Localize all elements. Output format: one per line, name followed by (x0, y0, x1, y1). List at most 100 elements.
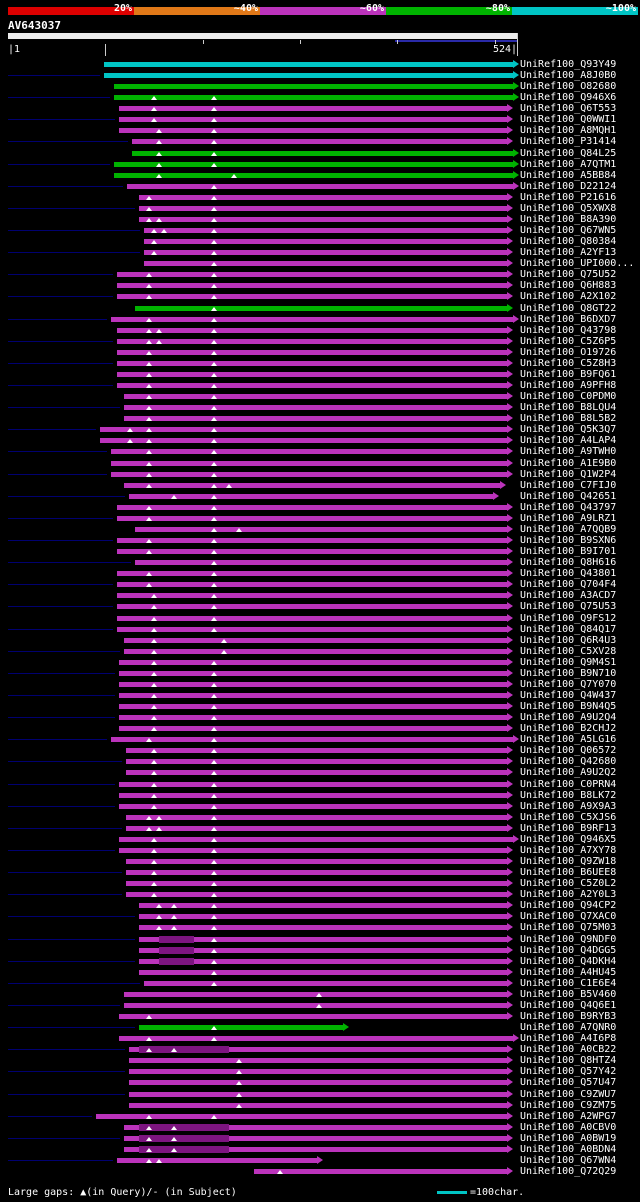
hit-bar[interactable] (118, 681, 508, 687)
hit-label[interactable]: UniRef100_A5BB84 (520, 169, 617, 181)
hit-label[interactable]: UniRef100_A9X9A3 (520, 800, 617, 812)
hit-label[interactable]: UniRef100_C9ZWU7 (520, 1088, 617, 1100)
hit-label[interactable]: UniRef100_Q4W437 (520, 689, 617, 701)
hit-bar[interactable] (123, 482, 501, 488)
hit-bar[interactable] (117, 360, 508, 366)
hit-bar[interactable] (118, 692, 508, 698)
hit-bar[interactable] (125, 870, 508, 876)
hit-bar[interactable] (139, 205, 508, 211)
hit-label[interactable]: UniRef100_B8L5B2 (520, 413, 617, 425)
hit-bar[interactable] (117, 294, 508, 300)
hit-label[interactable]: UniRef100_B9FQ61 (520, 368, 617, 380)
hit-label[interactable]: UniRef100_Q7Y070 (520, 678, 617, 690)
hit-label[interactable]: UniRef100_A8J0B0 (520, 70, 617, 82)
hit-bar[interactable] (117, 338, 508, 344)
hit-label[interactable]: UniRef100_A7QQB9 (520, 523, 617, 535)
hit-bar[interactable] (99, 438, 508, 444)
hit-label[interactable]: UniRef100_Q0WWI1 (520, 114, 617, 126)
hit-bar[interactable] (123, 991, 508, 997)
hit-bar[interactable] (117, 593, 508, 599)
hit-bar[interactable] (118, 1036, 513, 1042)
hit-bar[interactable] (114, 84, 513, 90)
hit-label[interactable]: UniRef100_C0PDM0 (520, 391, 617, 403)
hit-label[interactable]: UniRef100_Q4DKH4 (520, 955, 617, 967)
hit-bar[interactable] (125, 748, 508, 754)
hit-label[interactable]: UniRef100_A3ACD7 (520, 590, 617, 602)
hit-label[interactable]: UniRef100_Q4DGG5 (520, 944, 617, 956)
hit-bar[interactable] (99, 427, 508, 433)
hit-label[interactable]: UniRef100_Q80384 (520, 236, 617, 248)
hit-label[interactable]: UniRef100_C5XJS6 (520, 811, 617, 823)
hit-bar[interactable] (254, 1169, 508, 1174)
hit-label[interactable]: UniRef100_O82680 (520, 81, 617, 93)
hit-label[interactable]: UniRef100_B9I701 (520, 546, 617, 558)
hit-bar[interactable] (125, 825, 508, 831)
hit-label[interactable]: UniRef100_C5Z0L2 (520, 878, 617, 890)
hit-bar[interactable] (104, 62, 513, 67)
hit-bar[interactable] (114, 95, 513, 101)
hit-label[interactable]: UniRef100_Q94CP2 (520, 900, 617, 912)
hit-bar[interactable] (139, 914, 508, 920)
hit-bar[interactable] (118, 792, 508, 798)
hit-bar[interactable] (117, 515, 508, 521)
hit-label[interactable]: UniRef100_Q75U53 (520, 601, 617, 613)
hit-bar[interactable] (128, 1058, 508, 1064)
hit-label[interactable]: UniRef100_B9N4Q5 (520, 701, 617, 713)
hit-bar[interactable] (111, 460, 508, 466)
hit-bar[interactable] (123, 1135, 508, 1141)
hit-label[interactable]: UniRef100_Q4Q6E1 (520, 999, 617, 1011)
hit-bar[interactable] (95, 1113, 508, 1119)
hit-label[interactable]: UniRef100_Q75U52 (520, 269, 617, 281)
hit-bar[interactable] (144, 250, 508, 256)
hit-bar[interactable] (123, 416, 508, 422)
hit-label[interactable]: UniRef100_C7FIJ0 (520, 479, 617, 491)
hit-bar[interactable] (128, 1091, 508, 1097)
hit-label[interactable]: UniRef100_Q6H883 (520, 280, 617, 292)
hit-bar[interactable] (117, 272, 508, 278)
hit-label[interactable]: UniRef100_A0BDN4 (520, 1143, 617, 1155)
hit-bar[interactable] (144, 980, 508, 986)
hit-label[interactable]: UniRef100_Q84Q17 (520, 623, 617, 635)
hit-bar[interactable] (125, 814, 508, 820)
hit-bar[interactable] (117, 604, 508, 610)
hit-label[interactable]: UniRef100_B9SXN6 (520, 535, 617, 546)
hit-label[interactable]: UniRef100_Q57Y42 (520, 1066, 617, 1078)
hit-label[interactable]: UniRef100_C5Z6P5 (520, 335, 617, 347)
hit-label[interactable]: UniRef100_D22124 (520, 180, 617, 192)
hit-label[interactable]: UniRef100_Q704F4 (520, 579, 617, 591)
hit-label[interactable]: UniRef100_A1E9B0 (520, 457, 617, 469)
hit-label[interactable]: UniRef100_A2X102 (520, 291, 617, 303)
hit-label[interactable]: UniRef100_Q43797 (520, 501, 617, 513)
hit-bar[interactable] (139, 958, 508, 964)
hit-bar[interactable] (125, 859, 508, 865)
hit-bar[interactable] (118, 659, 508, 665)
hit-bar[interactable] (118, 847, 508, 853)
hit-label[interactable]: UniRef100_Q75M03 (520, 922, 617, 934)
hit-label[interactable]: UniRef100_B2CHJ2 (520, 723, 617, 735)
hit-bar[interactable] (117, 538, 508, 543)
hit-label[interactable]: UniRef100_A7XY78 (520, 844, 617, 856)
hit-label[interactable]: UniRef100_Q57U47 (520, 1077, 617, 1089)
hit-label[interactable]: UniRef100_A4LAP4 (520, 435, 617, 447)
hit-label[interactable]: UniRef100_A9U2Q4 (520, 712, 617, 724)
hit-bar[interactable] (123, 405, 508, 411)
hit-bar[interactable] (111, 737, 513, 743)
hit-label[interactable]: UniRef100_B8LK72 (520, 789, 617, 801)
hit-label[interactable]: UniRef100_Q72Q29 (520, 1166, 617, 1177)
hit-bar[interactable] (117, 504, 508, 510)
hit-bar[interactable] (123, 648, 508, 654)
hit-label[interactable]: UniRef100_A9U2Q2 (520, 767, 617, 779)
hit-bar[interactable] (118, 1014, 508, 1020)
hit-bar[interactable] (118, 715, 508, 721)
hit-label[interactable]: UniRef100_UPI000... (520, 258, 635, 270)
hit-label[interactable]: UniRef100_Q06572 (520, 745, 617, 757)
hit-bar[interactable] (117, 1157, 318, 1163)
hit-label[interactable]: UniRef100_B8A390 (520, 213, 617, 225)
hit-label[interactable]: UniRef100_Q43798 (520, 324, 617, 336)
hit-label[interactable]: UniRef100_A2YF13 (520, 247, 617, 259)
hit-label[interactable]: UniRef100_Q9ZW18 (520, 856, 617, 868)
hit-label[interactable]: UniRef100_B9N710 (520, 667, 617, 679)
hit-bar[interactable] (117, 582, 508, 588)
hit-bar[interactable] (117, 371, 508, 377)
hit-bar[interactable] (117, 383, 508, 389)
